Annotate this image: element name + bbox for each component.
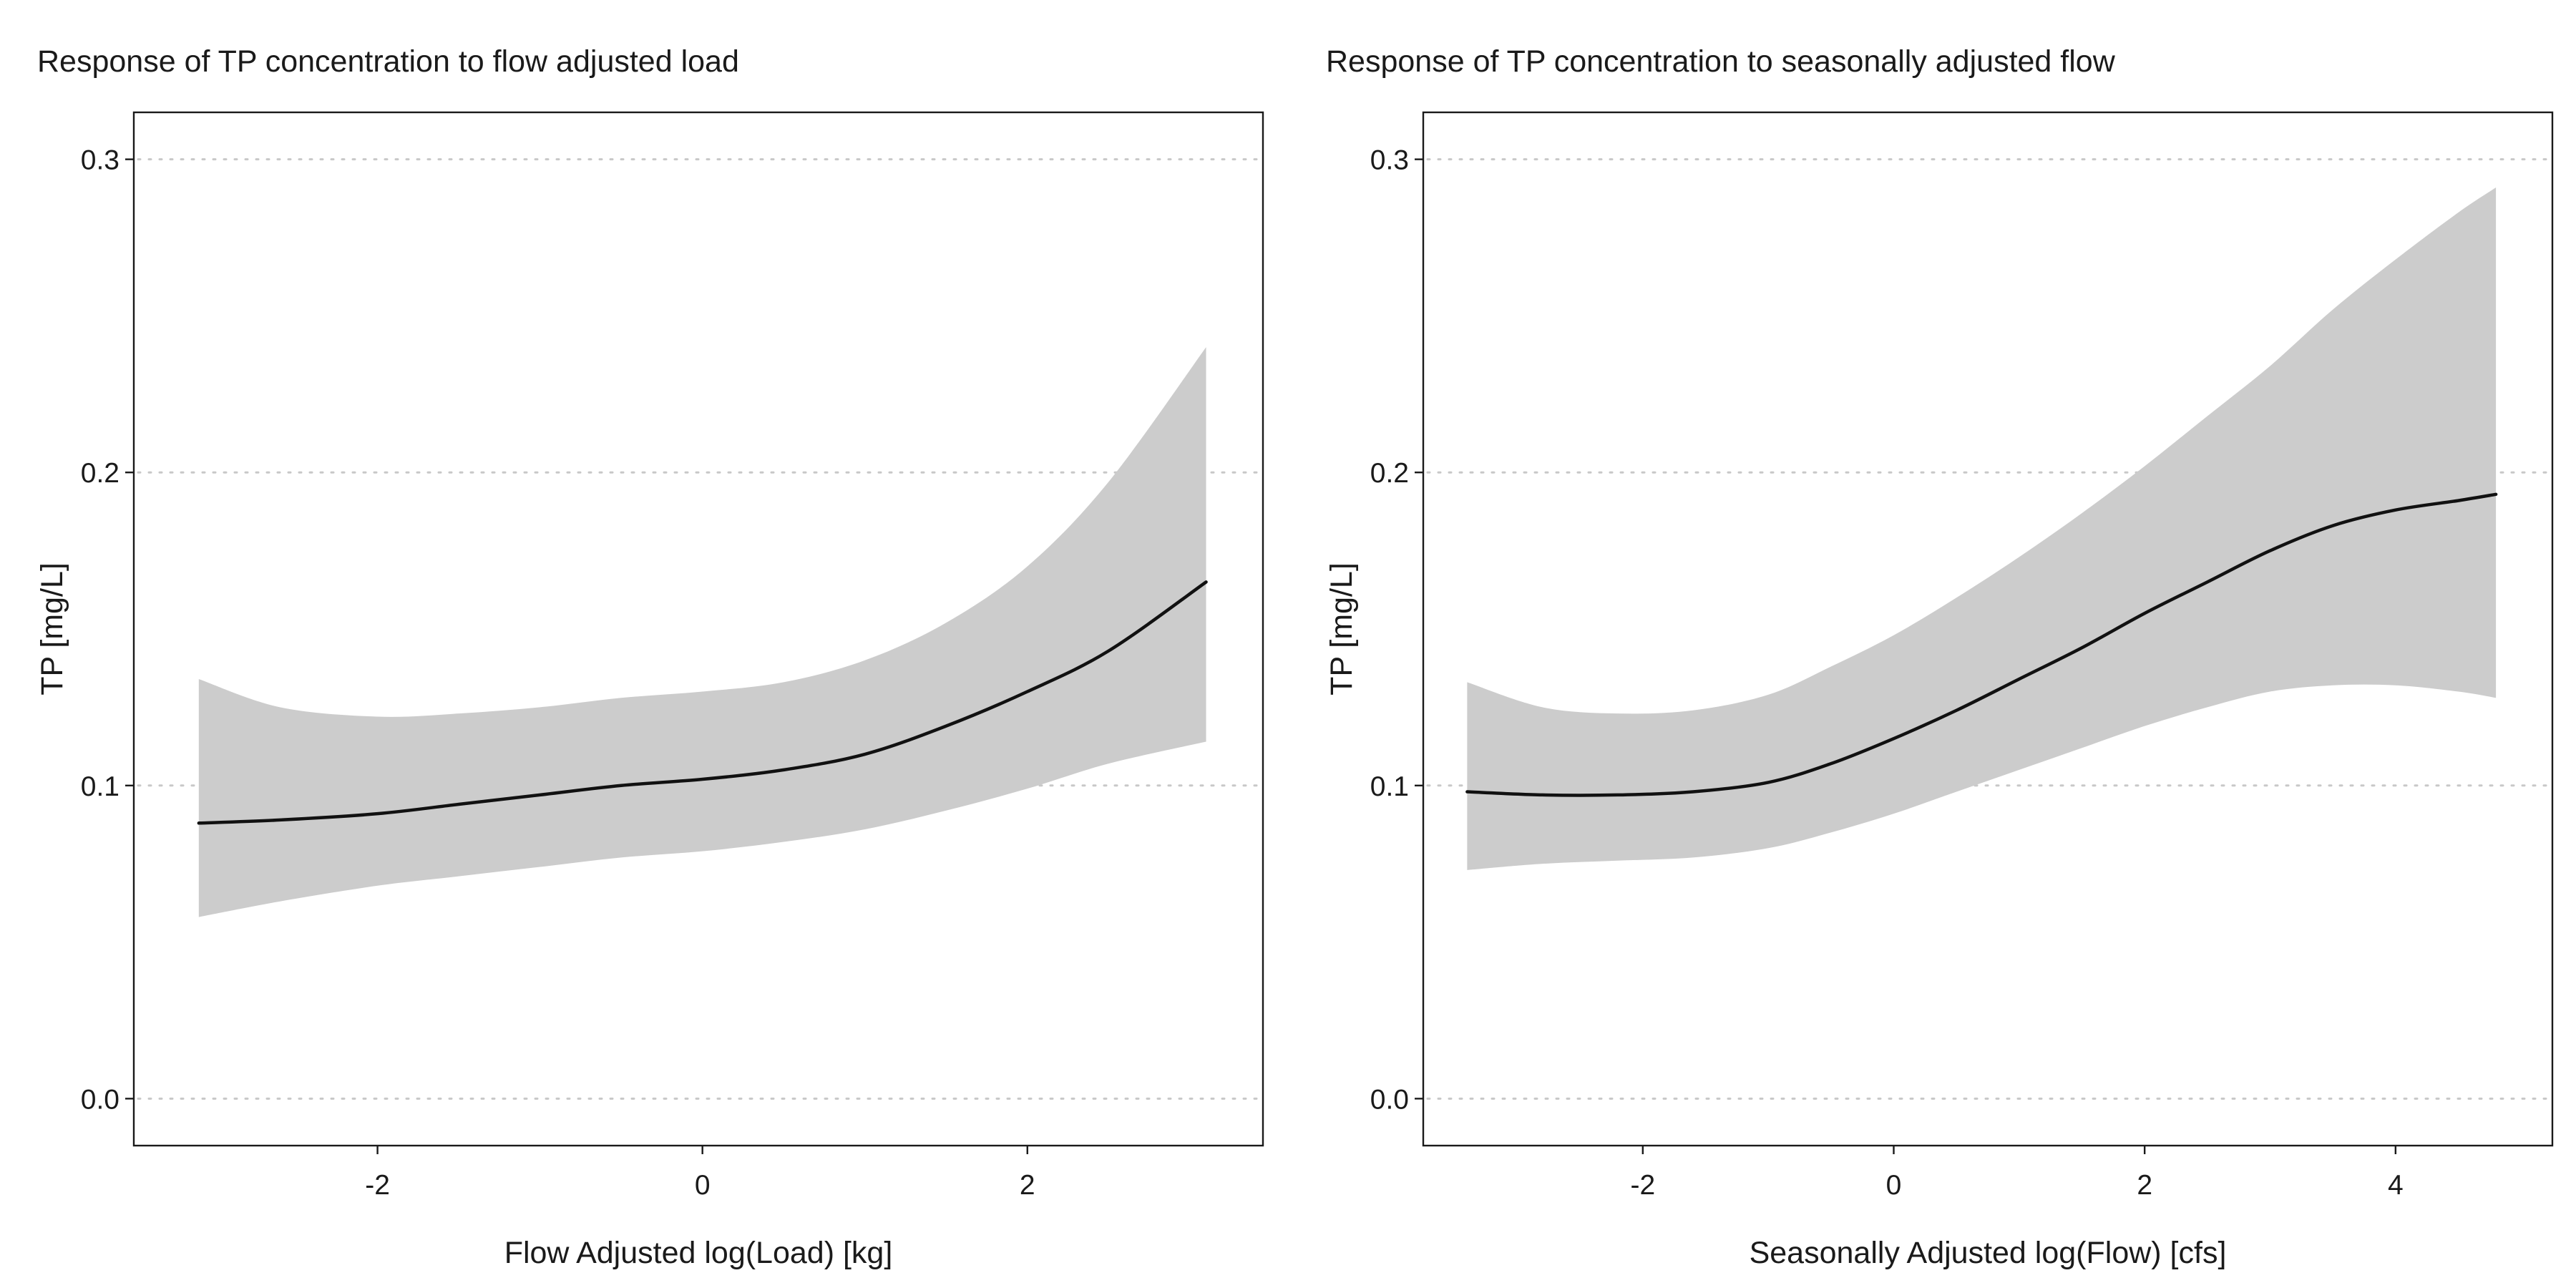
panel-right-y-tick-label-1: 0.1 bbox=[1370, 771, 1409, 802]
panel-right-x-tick-label-1: 0 bbox=[1886, 1170, 1902, 1201]
panel-left: Response of TP concentration to flow adj… bbox=[35, 44, 1264, 1270]
panel-right-confidence-band bbox=[1467, 187, 2497, 870]
panel-right-y-ticks: 0.0 0.1 0.2 0.3 bbox=[1370, 145, 1423, 1115]
panel-left-x-ticks: -2 0 2 bbox=[365, 1146, 1035, 1201]
panel-right-y-axis-label: TP [mg/L] bbox=[1324, 562, 1359, 696]
panel-left-x-tick-label-1: 0 bbox=[695, 1170, 711, 1201]
panel-left-y-ticks: 0.0 0.1 0.2 0.3 bbox=[81, 145, 134, 1115]
panel-right-y-tick-label-2: 0.2 bbox=[1370, 458, 1409, 489]
panel-left-plot: -2 0 2 0.0 0.1 0.2 0.3 bbox=[81, 111, 1264, 1201]
panel-left-x-axis-label: Flow Adjusted log(Load) [kg] bbox=[504, 1236, 893, 1270]
panel-left-confidence-band bbox=[198, 347, 1206, 917]
panel-left-y-tick-label-2: 0.2 bbox=[81, 458, 119, 489]
panel-right-plot: -2 0 2 4 0.0 0.1 0.2 0.3 bbox=[1370, 111, 2554, 1201]
panel-left-title: Response of TP concentration to flow adj… bbox=[37, 44, 739, 79]
panel-right-x-tick-label-0: -2 bbox=[1630, 1170, 1655, 1201]
panel-right-x-axis-label: Seasonally Adjusted log(Flow) [cfs] bbox=[1750, 1236, 2227, 1270]
panel-right-frame bbox=[1422, 111, 2554, 1147]
panel-left-x-tick-label-2: 2 bbox=[1020, 1170, 1035, 1201]
panel-left-y-tick-label-0: 0.0 bbox=[81, 1084, 119, 1115]
panel-right-x-ticks: -2 0 2 4 bbox=[1630, 1146, 2404, 1201]
panel-right-x-tick-label-3: 4 bbox=[2388, 1170, 2404, 1201]
panel-left-y-tick-label-1: 0.1 bbox=[81, 771, 119, 802]
panel-left-y-tick-label-3: 0.3 bbox=[81, 145, 119, 176]
panel-right-y-tick-label-0: 0.0 bbox=[1370, 1084, 1409, 1115]
panel-left-y-axis-label: TP [mg/L] bbox=[35, 562, 69, 696]
panel-right: Response of TP concentration to seasonal… bbox=[1324, 44, 2554, 1270]
panel-right-y-tick-label-3: 0.3 bbox=[1370, 145, 1409, 176]
panel-left-fit-line bbox=[197, 580, 1208, 825]
panel-left-frame bbox=[132, 111, 1264, 1147]
panel-right-x-tick-label-2: 2 bbox=[2137, 1170, 2152, 1201]
panel-right-fit-line bbox=[1465, 492, 2498, 797]
panel-right-title: Response of TP concentration to seasonal… bbox=[1326, 44, 2116, 79]
panel-left-x-tick-label-0: -2 bbox=[365, 1170, 390, 1201]
